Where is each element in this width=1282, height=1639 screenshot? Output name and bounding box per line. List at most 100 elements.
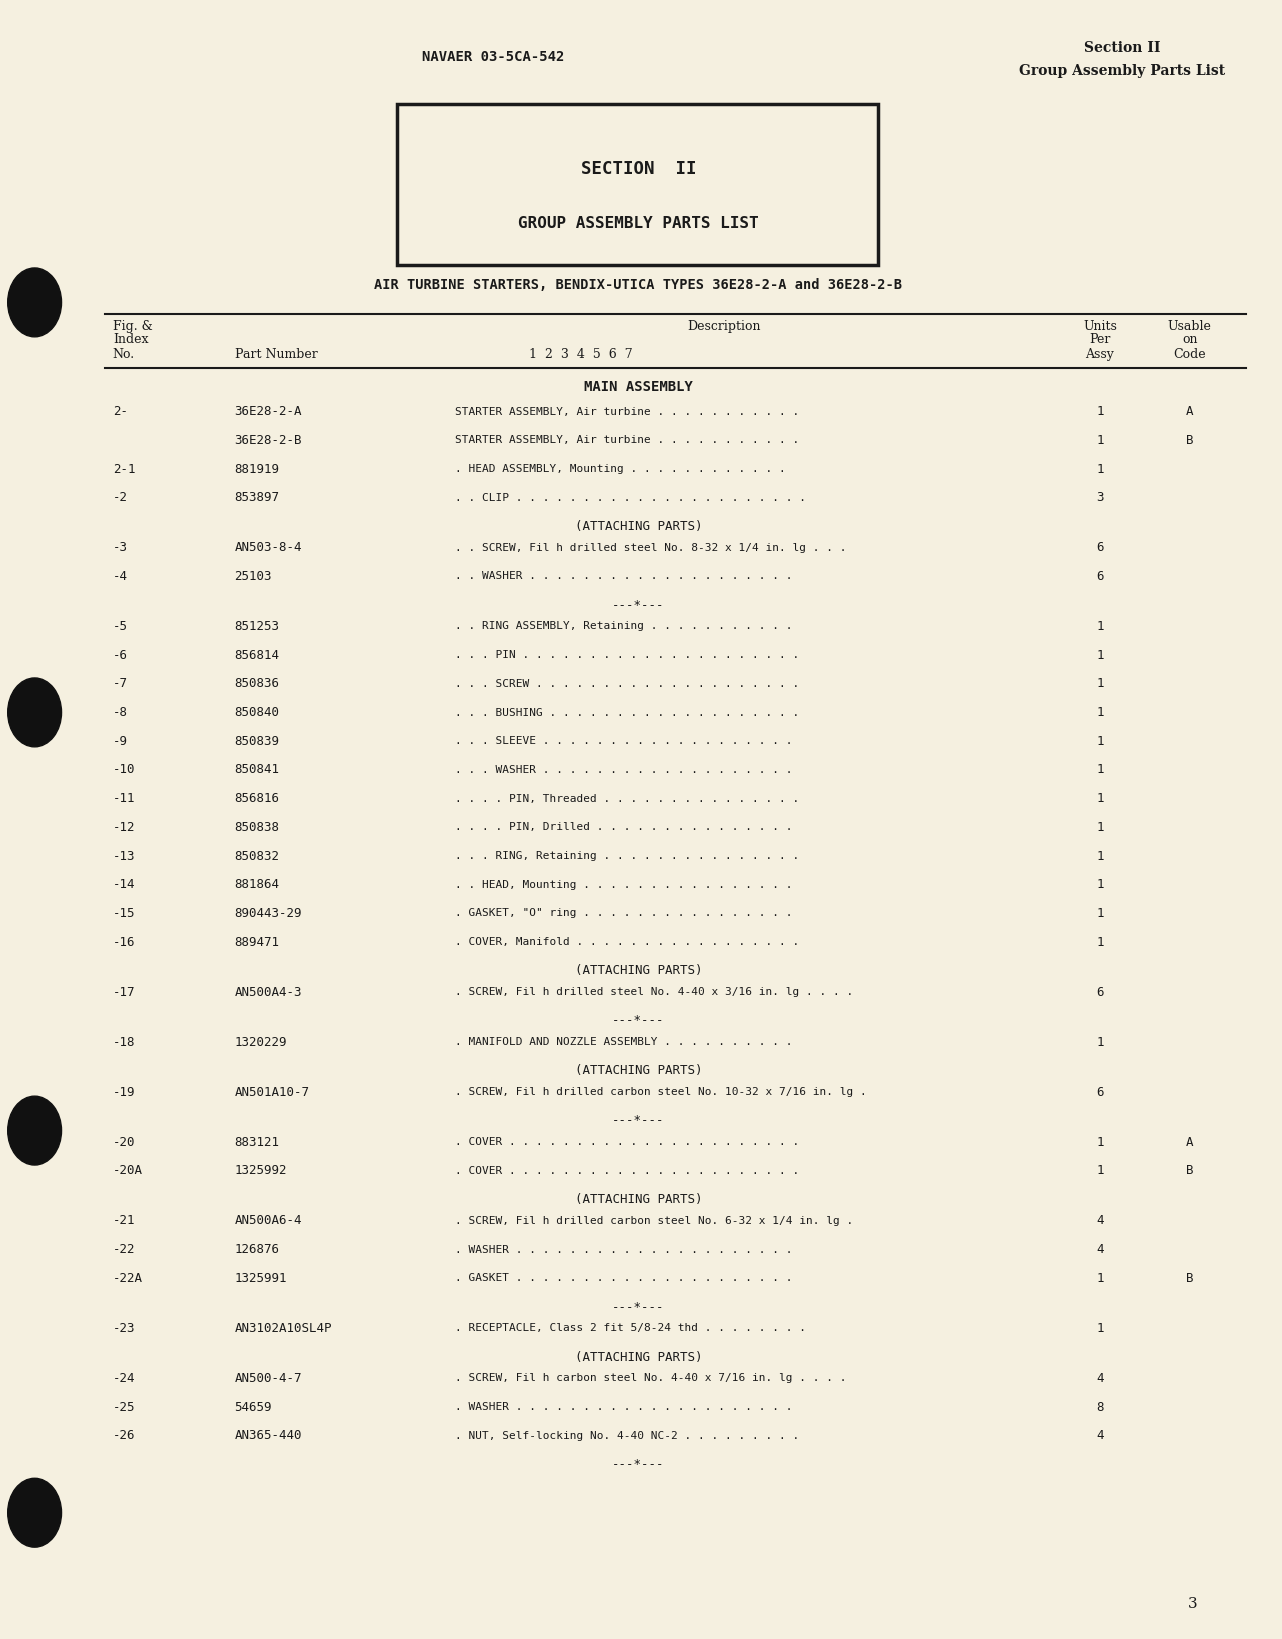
Text: Assy: Assy	[1086, 347, 1114, 361]
Text: 1: 1	[1096, 1136, 1104, 1147]
Text: ---*---: ---*---	[613, 1015, 664, 1026]
Text: 1: 1	[1096, 620, 1104, 633]
Text: Usable: Usable	[1168, 320, 1211, 333]
Text: . WASHER . . . . . . . . . . . . . . . . . . . . .: . WASHER . . . . . . . . . . . . . . . .…	[455, 1244, 792, 1254]
Text: . MANIFOLD AND NOZZLE ASSEMBLY . . . . . . . . . .: . MANIFOLD AND NOZZLE ASSEMBLY . . . . .…	[455, 1036, 792, 1047]
Text: AN501A10-7: AN501A10-7	[235, 1085, 310, 1098]
Text: -23: -23	[113, 1321, 136, 1334]
Text: AN500A6-4: AN500A6-4	[235, 1214, 303, 1226]
Text: 2-: 2-	[113, 405, 128, 418]
Text: 1: 1	[1096, 1036, 1104, 1047]
Text: 3: 3	[1187, 1596, 1197, 1609]
Text: . NUT, Self-locking No. 4-40 NC-2 . . . . . . . . .: . NUT, Self-locking No. 4-40 NC-2 . . . …	[455, 1429, 800, 1441]
Text: 4: 4	[1096, 1242, 1104, 1255]
Text: 1: 1	[1096, 1164, 1104, 1177]
Text: 6: 6	[1096, 541, 1104, 554]
Text: -22A: -22A	[113, 1272, 142, 1283]
Text: AN3102A10SL4P: AN3102A10SL4P	[235, 1321, 332, 1334]
Text: . . HEAD, Mounting . . . . . . . . . . . . . . . .: . . HEAD, Mounting . . . . . . . . . . .…	[455, 879, 792, 890]
Text: -18: -18	[113, 1036, 136, 1047]
Text: 1: 1	[1096, 462, 1104, 475]
Text: . . . SLEEVE . . . . . . . . . . . . . . . . . . .: . . . SLEEVE . . . . . . . . . . . . . .…	[455, 736, 792, 746]
Text: (ATTACHING PARTS): (ATTACHING PARTS)	[574, 1064, 703, 1077]
Text: . COVER, Manifold . . . . . . . . . . . . . . . . .: . COVER, Manifold . . . . . . . . . . . …	[455, 936, 800, 947]
Circle shape	[8, 1478, 62, 1547]
Text: 1: 1	[1096, 1321, 1104, 1334]
Text: 1: 1	[1096, 879, 1104, 890]
Text: 4: 4	[1096, 1214, 1104, 1226]
Text: 1: 1	[1096, 1272, 1104, 1283]
Text: 850838: 850838	[235, 821, 279, 833]
Text: . COVER . . . . . . . . . . . . . . . . . . . . . .: . COVER . . . . . . . . . . . . . . . . …	[455, 1165, 800, 1175]
Text: 1: 1	[1096, 936, 1104, 947]
Text: -8: -8	[113, 706, 128, 718]
Text: ---*---: ---*---	[613, 1115, 664, 1126]
Text: 1: 1	[1096, 906, 1104, 919]
Text: -11: -11	[113, 792, 136, 805]
Text: 883121: 883121	[235, 1136, 279, 1147]
Text: . . . SCREW . . . . . . . . . . . . . . . . . . . .: . . . SCREW . . . . . . . . . . . . . . …	[455, 679, 800, 688]
Text: 8: 8	[1096, 1400, 1104, 1413]
Text: . COVER . . . . . . . . . . . . . . . . . . . . . .: . COVER . . . . . . . . . . . . . . . . …	[455, 1136, 800, 1147]
Text: AN503-8-4: AN503-8-4	[235, 541, 303, 554]
Text: . SCREW, Fil h drilled carbon steel No. 10-32 x 7/16 in. lg .: . SCREW, Fil h drilled carbon steel No. …	[455, 1087, 867, 1096]
Text: on: on	[1182, 333, 1197, 346]
Text: 1: 1	[1096, 734, 1104, 747]
Text: 1325991: 1325991	[235, 1272, 287, 1283]
Text: Section II: Section II	[1083, 41, 1160, 54]
Text: 853897: 853897	[235, 492, 279, 503]
Text: 2-1: 2-1	[113, 462, 136, 475]
Text: . . WASHER . . . . . . . . . . . . . . . . . . . .: . . WASHER . . . . . . . . . . . . . . .…	[455, 570, 792, 582]
Text: . . . PIN . . . . . . . . . . . . . . . . . . . . .: . . . PIN . . . . . . . . . . . . . . . …	[455, 649, 800, 661]
Text: 36E28-2-A: 36E28-2-A	[235, 405, 303, 418]
Text: 850841: 850841	[235, 764, 279, 775]
Text: -4: -4	[113, 570, 128, 582]
Text: . . RING ASSEMBLY, Retaining . . . . . . . . . . .: . . RING ASSEMBLY, Retaining . . . . . .…	[455, 621, 792, 631]
Text: . . . . PIN, Drilled . . . . . . . . . . . . . . .: . . . . PIN, Drilled . . . . . . . . . .…	[455, 821, 792, 833]
Text: . . . WASHER . . . . . . . . . . . . . . . . . . .: . . . WASHER . . . . . . . . . . . . . .…	[455, 764, 792, 775]
Text: 6: 6	[1096, 1085, 1104, 1098]
Text: -6: -6	[113, 649, 128, 661]
Text: STARTER ASSEMBLY, Air turbine . . . . . . . . . . .: STARTER ASSEMBLY, Air turbine . . . . . …	[455, 434, 800, 446]
Text: 126876: 126876	[235, 1242, 279, 1255]
Text: 1: 1	[1096, 764, 1104, 775]
Text: 4: 4	[1096, 1372, 1104, 1383]
Text: B: B	[1186, 1272, 1194, 1283]
Text: -13: -13	[113, 849, 136, 862]
Text: . GASKET . . . . . . . . . . . . . . . . . . . . .: . GASKET . . . . . . . . . . . . . . . .…	[455, 1272, 792, 1283]
Text: -22: -22	[113, 1242, 136, 1255]
Text: -2: -2	[113, 492, 128, 503]
Text: 1: 1	[1096, 706, 1104, 718]
Text: Index: Index	[113, 333, 149, 346]
Text: 851253: 851253	[235, 620, 279, 633]
Text: . SCREW, Fil h drilled carbon steel No. 6-32 x 1/4 in. lg .: . SCREW, Fil h drilled carbon steel No. …	[455, 1214, 854, 1226]
Text: Description: Description	[687, 320, 762, 333]
Text: 1: 1	[1096, 405, 1104, 418]
Text: AN365-440: AN365-440	[235, 1429, 303, 1441]
Text: . HEAD ASSEMBLY, Mounting . . . . . . . . . . . .: . HEAD ASSEMBLY, Mounting . . . . . . . …	[455, 464, 786, 474]
Text: -25: -25	[113, 1400, 136, 1413]
Text: 881864: 881864	[235, 879, 279, 890]
Text: . . . RING, Retaining . . . . . . . . . . . . . . .: . . . RING, Retaining . . . . . . . . . …	[455, 851, 800, 860]
Text: 3: 3	[1096, 492, 1104, 503]
Text: B: B	[1186, 1164, 1194, 1177]
Text: . . . BUSHING . . . . . . . . . . . . . . . . . . .: . . . BUSHING . . . . . . . . . . . . . …	[455, 706, 800, 718]
Text: -17: -17	[113, 985, 136, 998]
Text: . WASHER . . . . . . . . . . . . . . . . . . . . .: . WASHER . . . . . . . . . . . . . . . .…	[455, 1401, 792, 1411]
Text: -16: -16	[113, 936, 136, 947]
Text: Units: Units	[1083, 320, 1117, 333]
Text: -20A: -20A	[113, 1164, 142, 1177]
Text: . SCREW, Fil h drilled steel No. 4-40 x 3/16 in. lg . . . .: . SCREW, Fil h drilled steel No. 4-40 x …	[455, 987, 854, 997]
Text: 1320229: 1320229	[235, 1036, 287, 1047]
Text: -9: -9	[113, 734, 128, 747]
Text: 889471: 889471	[235, 936, 279, 947]
FancyBboxPatch shape	[397, 105, 878, 266]
Text: -19: -19	[113, 1085, 136, 1098]
Text: -10: -10	[113, 764, 136, 775]
Text: No.: No.	[113, 347, 135, 361]
Text: -15: -15	[113, 906, 136, 919]
Text: 856814: 856814	[235, 649, 279, 661]
Text: Fig. &: Fig. &	[113, 320, 153, 333]
Text: 850832: 850832	[235, 849, 279, 862]
Text: 54659: 54659	[235, 1400, 272, 1413]
